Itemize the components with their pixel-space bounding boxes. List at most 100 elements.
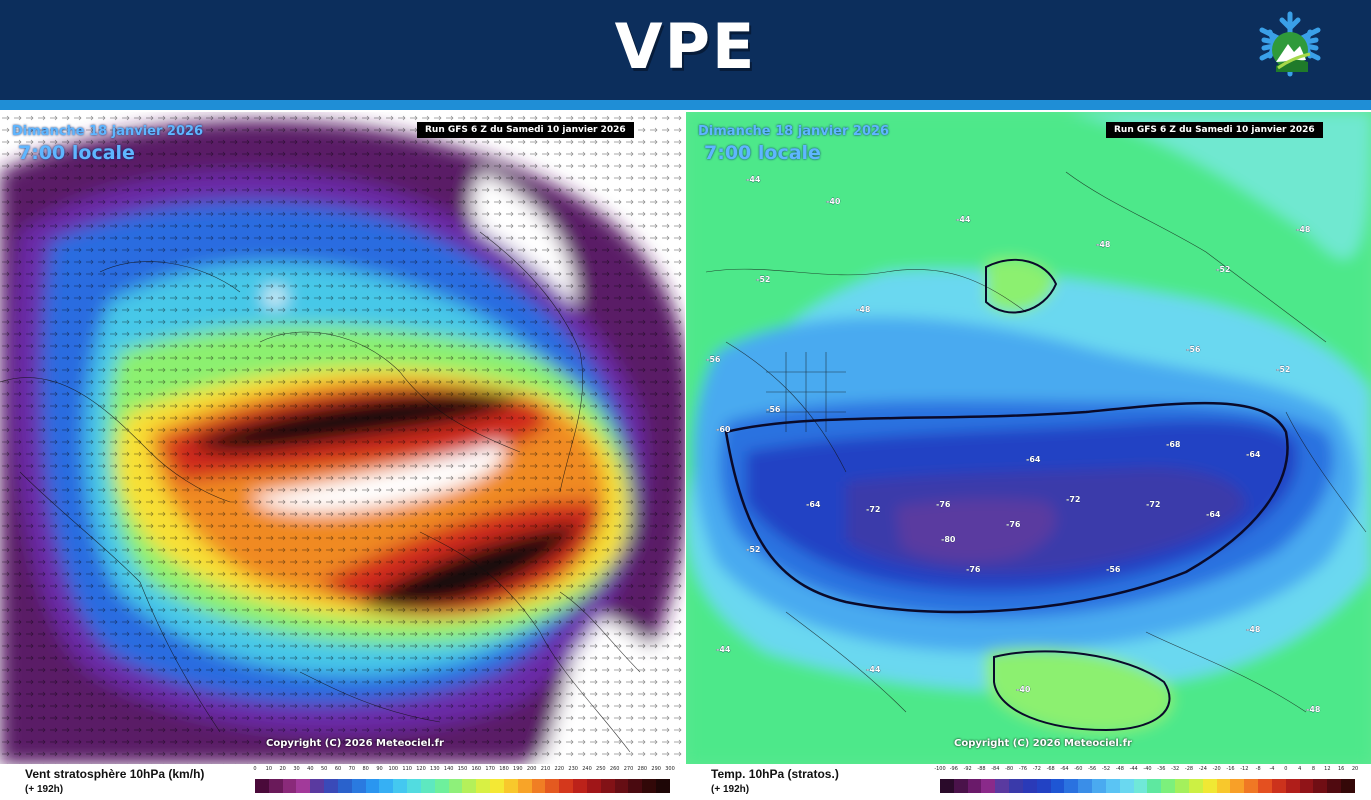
legend-tick-label: -76 [1018, 766, 1028, 772]
wind-legend: Vent stratosphère 10hPa (km/h) (+ 192h) … [0, 764, 685, 800]
svg-text:-72: -72 [866, 505, 880, 514]
svg-text:-56: -56 [1106, 565, 1121, 574]
legend-tick-label: 260 [609, 766, 620, 772]
svg-text:-48: -48 [1306, 705, 1321, 714]
legend-color-swatch [545, 779, 560, 793]
svg-text:-56: -56 [766, 405, 781, 414]
legend-color-swatch [981, 779, 996, 793]
legend-tick-label: -24 [1198, 766, 1207, 772]
legend-color-swatch [614, 779, 629, 793]
page-title: VPE [614, 10, 757, 83]
legend-tick-label: 20 [279, 766, 286, 772]
legend-tick-label: -28 [1184, 766, 1194, 772]
wind-map-panel: Dimanche 18 janvier 2026 7:00 locale Run… [0, 112, 685, 764]
legend-color-swatch [420, 779, 435, 793]
legend-color-swatch [1036, 779, 1051, 793]
legend-color-swatch [324, 779, 338, 793]
legend-color-swatch [296, 779, 311, 793]
legend-tick-labels: 0 10 20 30 40 50 60 70 80 90 100 110 120 130 140 150 160… [253, 766, 674, 776]
legend-parameter: Vent stratosphère 10hPa (km/h) [25, 767, 205, 781]
temperature-map: -44 -40 -44 -48 -52 -48 -52 -48 -56 -52 … [686, 112, 1371, 764]
copyright-text: Copyright (C) 2026 Meteociel.fr [954, 738, 1132, 749]
legend-color-swatch [1022, 779, 1037, 793]
snowflake-mountain-logo [1259, 11, 1321, 77]
legend-color-swatch [1188, 779, 1203, 793]
svg-text:-76: -76 [936, 500, 951, 509]
legend-tick-label: 60 [334, 766, 342, 772]
legend-tick-label: -52 [1101, 766, 1111, 772]
wind-speed-map [0, 112, 685, 764]
legend-tick-label: 250 [596, 766, 606, 772]
legend-tick-label: 50 [320, 766, 328, 772]
legend-color-swatch [1078, 779, 1093, 793]
legend-tick-label: 110 [402, 766, 412, 772]
legend-color-swatch [995, 779, 1010, 793]
legend-color-swatch [268, 779, 283, 793]
legend-tick-label: -100 [934, 766, 946, 772]
legend-color-swatch [1119, 779, 1134, 793]
legend-color-swatch [337, 779, 352, 793]
legend-tick-label: -32 [1171, 766, 1180, 772]
legend-color-swatch [1202, 779, 1217, 793]
legend-lead-time: (+ 192h) [25, 784, 64, 795]
legend-color-swatch [255, 779, 269, 793]
legend-tick-label: 210 [540, 766, 551, 772]
legend-color-swatch [517, 779, 532, 793]
legend-color-swatch [1341, 779, 1355, 793]
legend-tick-label: -84 [991, 766, 1000, 772]
forecast-time: 7:00 locale [704, 142, 821, 164]
forecast-time: 7:00 locale [18, 142, 135, 164]
svg-text:-44: -44 [746, 175, 761, 184]
legend-tick-label: 100 [388, 766, 399, 772]
legend-lead-time: (+ 192h) [711, 784, 750, 795]
legend-color-swatch [448, 779, 463, 793]
legend-color-swatch [531, 779, 546, 793]
legend-tick-label: 230 [568, 766, 578, 772]
legend-color-swatch [1285, 779, 1300, 793]
svg-text:-68: -68 [1166, 440, 1181, 449]
legend-tick-label: 270 [623, 766, 634, 772]
legend-tick-label: -68 [1046, 766, 1055, 772]
legend-tick-label: -8 [1255, 766, 1261, 772]
legend-tick-label: 16 [1337, 766, 1345, 772]
legend-color-swatch [407, 779, 421, 793]
temperature-labels: -44 -40 -44 -48 -52 -48 -52 -48 -56 -52 … [706, 175, 1321, 714]
legend-tick-label: 4 [1298, 766, 1302, 772]
legend-color-swatch [656, 779, 670, 793]
legend-color-swatch [1216, 779, 1231, 793]
legend-color-bar [255, 779, 670, 793]
legend-color-swatch [1230, 779, 1245, 793]
svg-text:-52: -52 [746, 545, 760, 554]
legend-color-swatch [1327, 779, 1342, 793]
legend-tick-label: -60 [1074, 766, 1083, 772]
svg-text:-64: -64 [1246, 450, 1261, 459]
legend-color-swatch [503, 779, 518, 793]
svg-text:-76: -76 [1006, 520, 1021, 529]
legend-color-swatch [462, 779, 477, 793]
svg-text:-64: -64 [1206, 510, 1221, 519]
svg-text:-64: -64 [806, 500, 821, 509]
svg-text:-80: -80 [941, 535, 956, 544]
legend-color-swatch [351, 779, 366, 793]
svg-text:-44: -44 [866, 665, 881, 674]
legend-color-swatch [1009, 779, 1023, 793]
legend-color-swatch [1299, 779, 1314, 793]
legend-tick-label: 80 [362, 766, 369, 772]
legend-tick-label: 150 [457, 766, 468, 772]
legend-tick-labels: -100 -96 -92 -88 -84 -80 -76 -72 -68 -64 -60 -56 -52… [934, 766, 1359, 776]
legend-tick-label: 170 [485, 766, 495, 772]
legend-tick-label: 300 [665, 766, 675, 772]
legend-tick-label: -20 [1212, 766, 1221, 772]
legend-tick-label: -72 [1032, 766, 1041, 772]
legend-tick-label: 90 [376, 766, 383, 772]
svg-text:-72: -72 [1066, 495, 1080, 504]
legend-color-swatch [586, 779, 601, 793]
legend-tick-label: 220 [554, 766, 565, 772]
legend-tick-label: 20 [1351, 766, 1359, 772]
legend-color-swatch [1105, 779, 1120, 793]
legend-color-swatch [1258, 779, 1272, 793]
legend-parameter: Temp. 10hPa (stratos.) [711, 767, 839, 781]
svg-text:-52: -52 [1216, 265, 1230, 274]
legend-tick-label: -16 [1226, 766, 1235, 772]
legend-tick-label: 190 [513, 766, 523, 772]
